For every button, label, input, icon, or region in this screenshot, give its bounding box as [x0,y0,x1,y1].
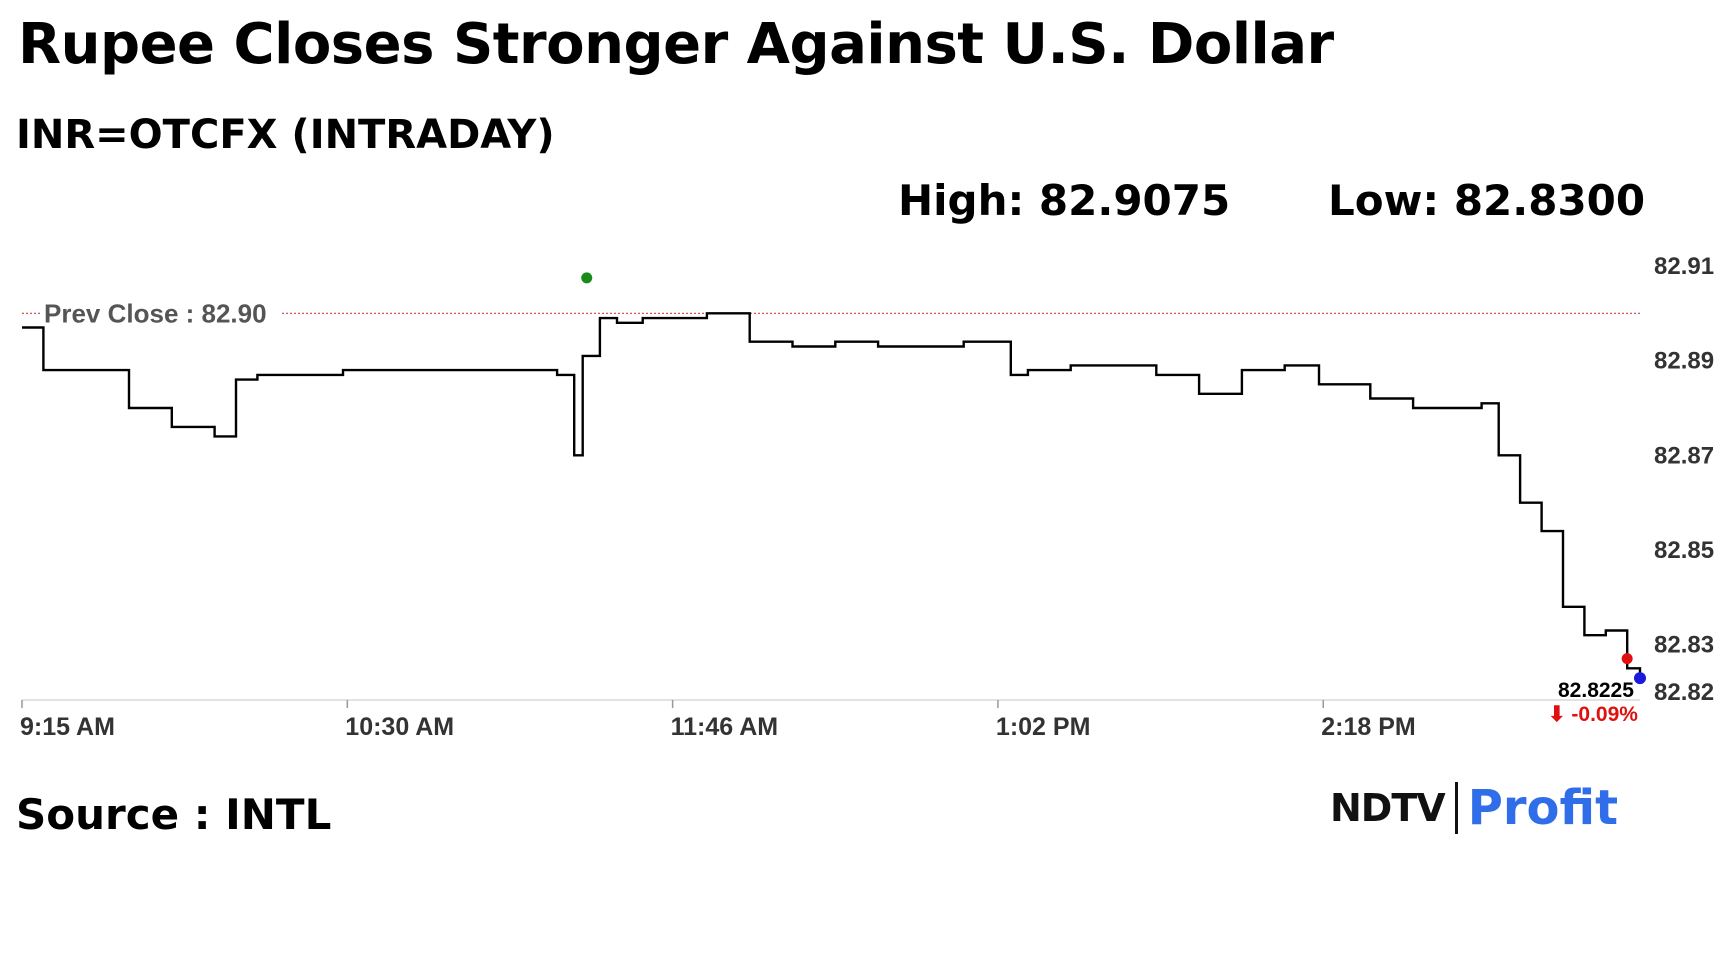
x-tick-label: 9:15 AM [20,713,115,741]
prev-close-label-bg [40,293,280,326]
ndtv-profit-logo: NDTV Profit [1330,778,1618,838]
x-tick-label: 1:02 PM [996,713,1090,741]
price-series-line [22,312,1642,681]
prev-close-label: Prev Close : 82.90 [44,298,267,328]
y-tick-label: 82.85 [1654,537,1714,564]
x-tick-label: 2:18 PM [1321,713,1415,741]
source-label: Source : INTL [16,790,332,839]
y-tick-label: 82.91 [1654,253,1714,280]
last-price-dot [1634,672,1646,685]
y-tick-label: 82.82 [1654,679,1714,706]
y-tick-label: 82.87 [1654,442,1714,469]
logo-ndtv-text: NDTV [1330,786,1446,830]
last-price-label: 82.8225 [1558,679,1634,702]
chart-title: Rupee Closes Stronger Against U.S. Dolla… [18,12,1334,77]
chart-subtitle: INR=OTCFX (INTRADAY) [16,112,555,158]
low-marker-dot [1621,653,1633,665]
intraday-line-chart: 82.91 82.89 82.87 82.85 82.83 82.82 9:15 AM 10:… [20,253,1714,741]
high-marker-dot [581,272,593,284]
logo-divider [1454,782,1458,834]
y-tick-label: 82.89 [1654,348,1714,375]
high-value: High: 82.9075 [898,176,1231,225]
x-tick-label: 10:30 AM [345,713,454,741]
x-tick-label: 11:46 AM [671,713,778,741]
low-value: Low: 82.8300 [1328,176,1646,225]
logo-profit-text: Profit [1467,780,1619,836]
change-percent-label: ⬇ -0.09% [1548,703,1638,726]
y-tick-label: 82.83 [1654,632,1714,659]
